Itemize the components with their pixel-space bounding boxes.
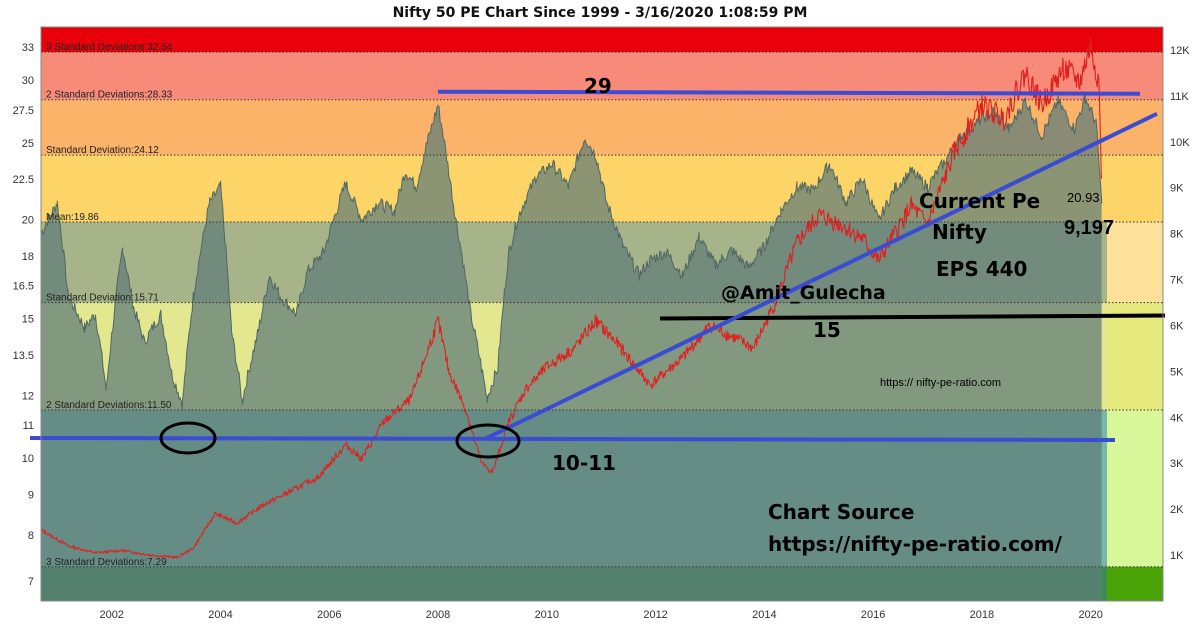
eps-label: EPS 440	[936, 257, 1027, 281]
y-right-tick: 5K	[1170, 366, 1184, 378]
band-0	[41, 27, 1107, 53]
y-left-tick: 13.5	[13, 350, 34, 362]
y-left-tick: 25	[22, 138, 34, 150]
y-right-tick: 9K	[1170, 183, 1184, 195]
nifty-line	[40, 37, 1103, 560]
y-left-tick: 12	[22, 390, 34, 402]
band-label-4: Standard Deviation:15.71	[46, 293, 159, 304]
current-pe-label: Current Pe	[919, 189, 1040, 213]
x-tick: 2002	[99, 609, 123, 621]
level-10-11-line	[29, 435, 1116, 442]
y-left-tick: 10	[22, 453, 34, 465]
band-label-6: 3 Standard Deviations:7.29	[46, 557, 167, 568]
future-band-3	[1107, 155, 1163, 222]
band-label-5: 2 Standard Deviations:11.50	[46, 400, 172, 411]
future-band-5	[1107, 302, 1163, 410]
x-tick: 2006	[317, 609, 341, 621]
chart-title: Nifty 50 PE Chart Since 1999 - 3/16/2020…	[393, 5, 808, 21]
y-left-tick: 15	[22, 314, 34, 326]
band-label-0: 3 Standard Deviations:32.54	[46, 42, 173, 53]
y-right-tick: 8K	[1170, 229, 1184, 241]
nifty-series	[40, 37, 1103, 560]
source-label: Chart Source	[768, 500, 914, 524]
x-tick: 2008	[426, 609, 450, 621]
trend-line	[486, 111, 1158, 440]
x-tick: 2012	[643, 609, 667, 621]
level-15-label: 15	[813, 318, 841, 342]
y-left-tick: 33	[22, 42, 34, 54]
band-2	[41, 99, 1107, 156]
axes: 7 8 9 10 11 12 13.5 15 16.5 18 20 22.5 25 27.5 30 33 1K 2…	[13, 26, 1190, 621]
x-tick: 2014	[752, 609, 776, 621]
annotation-lines	[29, 89, 1166, 459]
annotations: 29 @Amit_Gulecha 15 10-11 Current Pe Nif…	[552, 74, 1114, 556]
future-band-6	[1107, 409, 1163, 567]
site-label: https:// nifty-pe-ratio.com	[880, 377, 1001, 389]
y-left-tick: 22.5	[13, 174, 34, 186]
y-right-tick: 6K	[1170, 320, 1184, 332]
band-label-2: Standard Deviation:24.12	[46, 145, 159, 156]
nifty-value: 9,197	[1064, 217, 1114, 239]
y-left-tick: 9	[28, 489, 34, 501]
level-15-line	[659, 313, 1166, 321]
future-band-0	[1107, 27, 1163, 53]
level-29-line	[438, 89, 1141, 96]
nifty-label: Nifty	[932, 220, 987, 244]
handle-label: @Amit_Gulecha	[721, 282, 886, 304]
y-left-tick: 27.5	[13, 105, 34, 117]
x-tick: 2016	[861, 609, 885, 621]
x-tick: 2020	[1078, 609, 1102, 621]
pe-line	[40, 95, 1103, 411]
circle-2009	[455, 423, 521, 459]
y-left-tick: 8	[28, 530, 34, 542]
y-right-tick: 2K	[1170, 504, 1184, 516]
y-left-tick: 30	[22, 75, 34, 87]
y-right-tick: 1K	[1170, 550, 1184, 562]
y-right-tick: 3K	[1170, 458, 1184, 470]
level-10-11-label: 10-11	[552, 451, 616, 475]
level-29-label: 29	[584, 74, 612, 98]
y-right-tick: 10K	[1170, 137, 1190, 149]
y-left-tick: 18	[22, 251, 34, 263]
band-labels: 3 Standard Deviations:32.54 2 Standard De…	[41, 42, 1163, 568]
x-tick: 2010	[535, 609, 559, 621]
plot-frame	[40, 26, 1164, 602]
y-right-tick: 12K	[1170, 45, 1190, 57]
source-url: https://nifty-pe-ratio.com/	[768, 532, 1063, 556]
band-label-3: Mean:19.86	[46, 212, 99, 223]
future-band-4	[1107, 221, 1163, 303]
y-left-tick: 7	[28, 576, 34, 588]
y-left-tick: 16.5	[13, 281, 34, 293]
y-left-tick: 20	[22, 215, 34, 227]
y-right-tick: 11K	[1170, 91, 1189, 103]
y-right-tick: 7K	[1170, 275, 1184, 287]
y-left-tick: 11	[23, 420, 34, 432]
y-right-tick: 4K	[1170, 412, 1184, 424]
future-band-7	[1107, 566, 1163, 601]
future-band-2	[1107, 99, 1163, 156]
circle-2003	[159, 421, 217, 455]
x-tick: 2018	[970, 609, 994, 621]
band-label-1: 2 Standard Deviations:28.33	[46, 90, 173, 101]
x-tick: 2004	[208, 609, 232, 621]
current-pe-value: 20.93	[1067, 190, 1100, 205]
